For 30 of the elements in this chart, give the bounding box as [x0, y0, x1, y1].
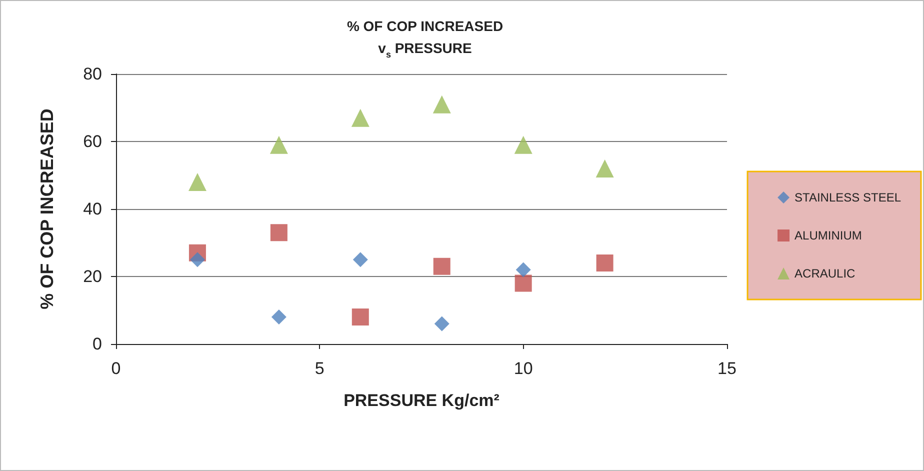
point: [516, 262, 531, 278]
x-tick-label: 5: [314, 359, 324, 378]
point: [351, 108, 370, 127]
point: [352, 308, 369, 326]
legend-label: ACRAULIC: [794, 266, 856, 280]
y-tick-label: 20: [83, 267, 102, 286]
x-axis-title: PRESSURE Kg/cm²: [344, 391, 500, 410]
point: [596, 160, 614, 178]
point: [270, 224, 288, 242]
x-tick-label: 15: [718, 359, 736, 378]
x-tick-label: 10: [514, 359, 533, 378]
point: [514, 136, 532, 154]
x-tick-label: 0: [111, 359, 121, 378]
point: [434, 316, 450, 332]
point: [190, 252, 205, 268]
y-tick-label: 0: [92, 334, 102, 354]
point: [188, 173, 206, 191]
y-tick-label: 60: [83, 132, 102, 151]
point: [514, 274, 532, 292]
point: [352, 252, 368, 268]
point: [596, 254, 614, 272]
y-tick-label: 40: [83, 200, 102, 218]
point: [432, 95, 451, 114]
y-tick-label: 80: [83, 64, 102, 84]
point: [270, 136, 288, 154]
point: [271, 310, 286, 324]
legend-label: STAINLESS STEEL: [794, 190, 902, 204]
point: [433, 258, 450, 275]
legend-label: ALUMINIUM: [794, 228, 862, 242]
y-axis-title: % OF COP INCREASED: [37, 108, 57, 310]
